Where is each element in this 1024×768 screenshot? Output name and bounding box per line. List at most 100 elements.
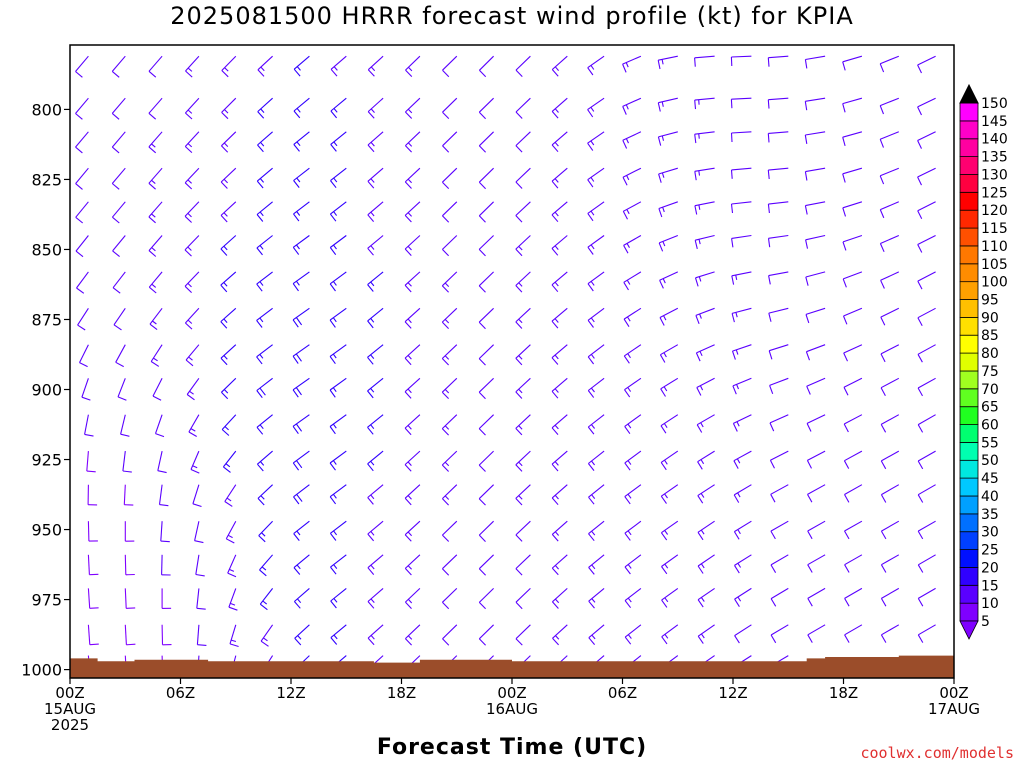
- barb-shaft: [842, 131, 863, 138]
- barb-flag: [89, 643, 99, 646]
- barb-shaft: [256, 167, 273, 182]
- wind-barb: [658, 201, 678, 218]
- barb-shaft: [588, 520, 605, 535]
- barb-shaft: [75, 55, 89, 72]
- barb-flag: [551, 497, 559, 506]
- wind-barb: [441, 414, 458, 436]
- wind-barb: [478, 344, 494, 366]
- credit-link[interactable]: coolwx.com/models: [860, 744, 1014, 762]
- barb-shaft: [807, 450, 826, 461]
- y-tick-label: 850: [31, 240, 62, 259]
- barb-flag: [694, 171, 697, 181]
- barb-shaft: [293, 520, 310, 535]
- barb-flag: [694, 57, 696, 67]
- barb-shaft: [259, 554, 274, 571]
- wind-barb: [917, 624, 936, 643]
- wind-barb: [879, 167, 900, 185]
- barb-flag: [185, 70, 193, 78]
- barb-half-flag: [554, 354, 559, 360]
- wind-barb: [805, 271, 826, 286]
- wind-barb: [228, 588, 238, 611]
- wind-barb: [733, 450, 752, 469]
- barb-flag: [442, 638, 450, 646]
- barb-shaft: [161, 554, 163, 575]
- barb-flag: [293, 110, 301, 119]
- barb-shaft: [515, 97, 531, 113]
- barb-shaft: [768, 97, 789, 101]
- barb-half-flag: [261, 532, 266, 537]
- barb-half-flag: [625, 104, 629, 110]
- wind-barb: [161, 588, 172, 609]
- barb-shaft: [441, 414, 458, 429]
- barb-shaft: [880, 414, 900, 425]
- barb-flag: [917, 387, 923, 397]
- barb-half-flag: [370, 354, 375, 359]
- wind-barb: [292, 307, 310, 328]
- wind-barb: [220, 271, 237, 293]
- colorbar-max-arrow: [959, 83, 979, 104]
- barb-shaft: [918, 624, 936, 636]
- barb-shaft: [367, 201, 384, 216]
- barb-half-flag: [735, 312, 738, 318]
- wind-barb: [622, 55, 642, 73]
- barb-flag: [295, 353, 302, 362]
- barb-flag: [515, 498, 523, 506]
- barb-shaft: [694, 201, 715, 207]
- barb-shaft: [917, 344, 936, 355]
- barb-flag: [113, 324, 122, 331]
- wind-barb: [478, 271, 494, 293]
- barb-flag: [551, 180, 559, 189]
- barb-flag: [229, 643, 239, 648]
- wind-barb: [661, 587, 679, 608]
- barb-shaft: [367, 97, 384, 113]
- barb-shaft: [293, 167, 310, 181]
- barb-half-flag: [444, 461, 450, 467]
- barb-shaft: [185, 344, 200, 361]
- wind-barb: [734, 624, 752, 644]
- barb-flag: [843, 423, 849, 433]
- barb-flag: [184, 146, 193, 154]
- colorbar-segment: [959, 209, 979, 229]
- barb-flag: [697, 461, 703, 470]
- barb-flag: [515, 321, 523, 329]
- barb-shaft: [259, 588, 274, 605]
- barb-flag: [221, 70, 229, 78]
- barb-shaft: [588, 484, 605, 498]
- barb-shaft: [111, 55, 126, 72]
- wind-barb: [623, 271, 642, 291]
- barb-shaft: [478, 588, 494, 603]
- barb-shaft: [587, 235, 605, 248]
- wind-barb: [694, 97, 715, 110]
- barb-half-flag: [591, 564, 596, 570]
- barb-shaft: [661, 520, 679, 534]
- barb-half-flag: [370, 245, 375, 250]
- barb-half-flag: [444, 355, 450, 360]
- barb-flag: [622, 106, 627, 115]
- wind-barb: [478, 554, 494, 576]
- barb-flag: [441, 391, 449, 399]
- barb-shaft: [552, 624, 568, 639]
- wind-barbs-layer: [75, 55, 936, 678]
- barb-flag: [657, 136, 662, 146]
- colorbar-label: 55: [981, 435, 999, 451]
- wind-barb: [329, 201, 347, 222]
- barb-shaft: [694, 97, 715, 101]
- wind-barb: [806, 377, 826, 395]
- barb-shaft: [292, 307, 310, 321]
- barb-half-flag: [262, 600, 268, 605]
- barb-shaft: [658, 131, 678, 138]
- barb-flag: [122, 470, 132, 473]
- wind-barb: [807, 624, 826, 643]
- barb-flag: [697, 635, 704, 644]
- barb-flag: [442, 69, 450, 78]
- barb-flag: [660, 495, 667, 504]
- barb-flag: [126, 607, 136, 609]
- barb-shaft: [330, 587, 347, 602]
- wind-barb: [196, 588, 206, 610]
- barb-flag: [221, 429, 230, 436]
- barb-shaft: [917, 55, 936, 66]
- barb-flag: [805, 351, 811, 361]
- barb-flag: [806, 460, 812, 469]
- barb-half-flag: [296, 530, 301, 536]
- barb-flag: [551, 214, 559, 223]
